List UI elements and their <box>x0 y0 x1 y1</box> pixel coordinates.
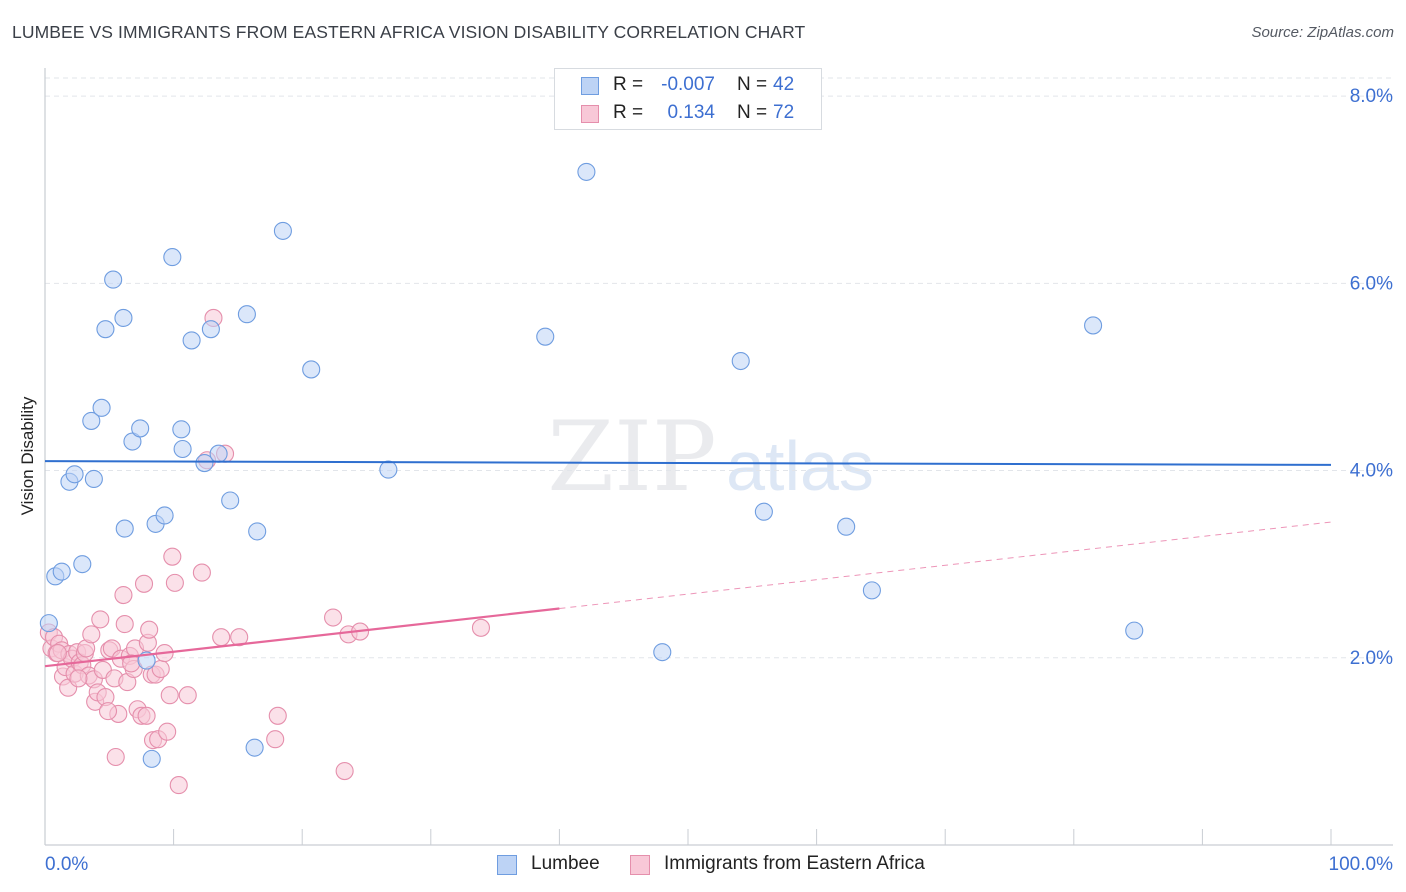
lumbee-point <box>731 351 750 371</box>
lumbee-point <box>273 221 292 240</box>
immigrants-point <box>268 706 287 725</box>
immigrants-point <box>178 686 197 705</box>
r-label: R = <box>613 74 644 95</box>
r-label: R = <box>613 102 644 123</box>
lumbee-point <box>39 614 58 633</box>
lumbee-point <box>182 331 201 350</box>
lumbee-point <box>209 444 228 463</box>
immigrants-point <box>114 585 133 605</box>
immigrants-point <box>137 706 156 725</box>
lumbee-point <box>115 519 134 538</box>
immigrants-point <box>69 669 88 688</box>
lumbee-point <box>248 522 267 541</box>
n-label: N = <box>737 102 768 123</box>
immigrants-point <box>106 747 125 767</box>
chart-title: LUMBEE VS IMMIGRANTS FROM EASTERN AFRICA… <box>12 22 806 42</box>
lumbee-point <box>653 643 672 662</box>
lumbee-point <box>837 517 856 536</box>
immigrants-point <box>82 625 101 644</box>
immigrants-point <box>134 574 154 593</box>
lumbee-point <box>73 555 92 574</box>
lumbee-point <box>131 419 150 438</box>
lumbee-point <box>82 411 101 430</box>
lumbee-point <box>1125 621 1144 640</box>
immigrants-point <box>165 573 184 592</box>
source-label: Source: ZipAtlas.com <box>1251 24 1394 41</box>
y-tick-label: 8.0% <box>1350 86 1393 107</box>
r-value: 0.134 <box>667 102 715 123</box>
lumbee-point <box>142 749 161 768</box>
immigrants-point <box>115 615 134 634</box>
y-tick-label: 2.0% <box>1350 648 1393 669</box>
lumbee-point <box>577 162 596 181</box>
immigrants-trend-line <box>44 607 560 668</box>
lumbee-trend-line <box>44 460 1332 466</box>
lumbee-point <box>114 308 133 328</box>
lumbee-point <box>84 469 103 489</box>
lumbee-legend-swatch <box>497 855 517 875</box>
immigrants-swatch <box>581 105 599 123</box>
lumbee-point <box>221 491 240 510</box>
lumbee-point <box>195 454 214 473</box>
stats-row-lumbee: R = -0.007 N = 42 <box>555 72 821 100</box>
immigrants-point <box>212 628 231 647</box>
watermark-atlas: atlas <box>726 427 874 505</box>
immigrants-point <box>230 628 249 647</box>
lumbee-point <box>163 248 182 267</box>
immigrants-point <box>266 730 285 749</box>
lumbee-point <box>52 562 71 581</box>
lumbee-swatch <box>581 77 599 95</box>
watermark-zip: ZIP <box>547 401 716 513</box>
immigrants-point <box>324 608 343 627</box>
lumbee-point <box>1084 316 1103 335</box>
immigrants-point <box>169 776 188 795</box>
lumbee-point <box>754 502 773 521</box>
lumbee-point <box>237 305 256 324</box>
lumbee-point <box>172 420 191 439</box>
immigrants-point <box>48 644 67 663</box>
immigrants-legend-swatch <box>630 855 650 875</box>
lumbee-point <box>96 320 115 339</box>
r-value: -0.007 <box>661 74 715 95</box>
x-tick-label-min: 0.0% <box>45 854 88 875</box>
immigrants-point <box>471 618 491 637</box>
lumbee-point <box>65 465 84 484</box>
immigrants-point <box>163 547 182 566</box>
stats-legend: R = -0.007 N = 42 R = 0.134 N = 72 <box>554 68 822 130</box>
immigrants-point <box>98 702 118 721</box>
immigrants-point <box>160 686 179 705</box>
immigrants-point <box>335 761 354 781</box>
lumbee-point <box>104 270 123 289</box>
x-tick-label-max: 100.0% <box>1329 854 1394 875</box>
lumbee-point <box>92 398 111 417</box>
legend-label-lumbee: Lumbee <box>531 853 600 874</box>
lumbee-point <box>245 738 264 757</box>
lumbee-point <box>201 320 220 339</box>
lumbee-point <box>862 581 881 600</box>
n-value: 42 <box>773 74 795 95</box>
immigrants-point <box>140 620 159 639</box>
y-tick-label: 4.0% <box>1350 461 1393 482</box>
y-tick-label: 6.0% <box>1350 273 1393 294</box>
y-axis-title: Vision Disability <box>18 396 37 516</box>
immigrants-point <box>158 722 177 741</box>
immigrants-point <box>192 563 211 582</box>
legend-label-immigrants: Immigrants from Eastern Africa <box>664 853 925 874</box>
n-label: N = <box>737 74 768 95</box>
immigrants-point <box>91 610 110 629</box>
lumbee-point <box>302 360 321 379</box>
lumbee-point <box>173 439 192 459</box>
n-value: 72 <box>773 102 795 123</box>
lumbee-point <box>155 506 174 525</box>
lumbee-point <box>379 460 398 479</box>
immigrants-trend-line-extension <box>559 521 1332 610</box>
lumbee-point <box>536 327 555 346</box>
stats-row-immigrants: R = 0.134 N = 72 <box>555 100 821 128</box>
series-legend: Lumbee Immigrants from Eastern Africa <box>0 852 1406 878</box>
